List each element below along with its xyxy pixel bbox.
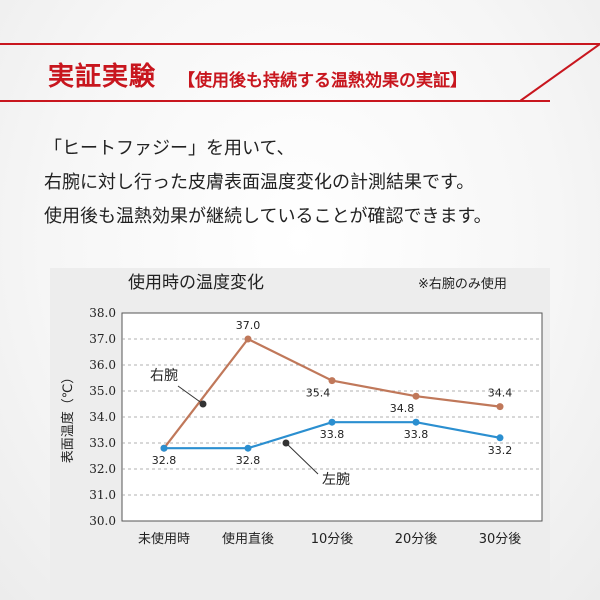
data-label: 34.4 [488,387,513,400]
header-top-rule [0,43,600,45]
y-tick-label: 33.0 [89,436,116,450]
y-axis-label: 表面温度（℃） [60,371,76,464]
intro-line-1: 「ヒートファジー」を用いて、 [44,138,295,159]
chart-panel: 使用時の温度変化 ※右腕のみ使用 30.0 31.0 32.0 33.0 34.0 35.… [50,268,550,600]
x-tick-label: 未使用時 [138,531,190,547]
x-tick-label: 使用直後 [222,531,274,547]
callout-dot [282,439,290,447]
data-label: 32.8 [236,454,261,467]
y-tick-label: 31.0 [89,488,116,502]
y-tick-label: 36.0 [89,358,116,372]
data-point [244,444,252,452]
data-point [412,392,420,400]
data-point [244,335,252,343]
header-bottom-rule [0,100,550,102]
page-subtitle: 【使用後も持続する温熱効果の実証】 [178,71,467,91]
data-point [496,403,504,411]
y-tick-label: 35.0 [89,384,116,398]
data-label: 35.4 [306,387,331,400]
series-label-right-arm: 右腕 [150,368,178,384]
x-tick-label: 30分後 [479,532,522,547]
data-point [328,418,336,426]
data-point [412,418,420,426]
callout-leader [285,442,319,475]
chart-title: 使用時の温度変化 [128,272,264,293]
data-label: 32.8 [152,454,177,467]
intro-line-3: 使用後も温熱効果が継続していることが確認できます。 [44,206,492,227]
y-tick-label: 37.0 [89,332,116,346]
series-label-left-arm: 左腕 [322,472,350,488]
chart-note: ※右腕のみ使用 [418,276,507,292]
x-tick-label: 20分後 [395,532,438,547]
temperature-chart: 使用時の温度変化 ※右腕のみ使用 30.0 31.0 32.0 33.0 34.0 35.… [60,272,543,547]
page-title: 実証実験 [48,62,157,92]
plot-area: 30.0 31.0 32.0 33.0 34.0 35.0 36.0 37.0 38.0 表面温度… [60,306,543,547]
data-point [496,434,504,442]
data-label: 37.0 [236,319,261,332]
data-point [160,444,168,452]
callout-leader [177,385,204,405]
callout-dot [199,400,207,408]
y-tick-label: 30.0 [89,514,116,528]
intro-line-2: 右腕に対し行った皮膚表面温度変化の計測結果です。 [44,172,475,193]
data-label: 33.2 [488,444,513,457]
y-tick-label: 38.0 [89,306,116,320]
x-tick-label: 10分後 [311,532,354,547]
data-label: 33.8 [404,428,429,441]
y-tick-label: 34.0 [89,410,116,424]
data-label: 34.8 [390,402,415,415]
data-label: 33.8 [320,428,345,441]
header-corner-accent [520,44,600,102]
y-tick-label: 32.0 [89,462,116,476]
data-point [328,377,336,385]
